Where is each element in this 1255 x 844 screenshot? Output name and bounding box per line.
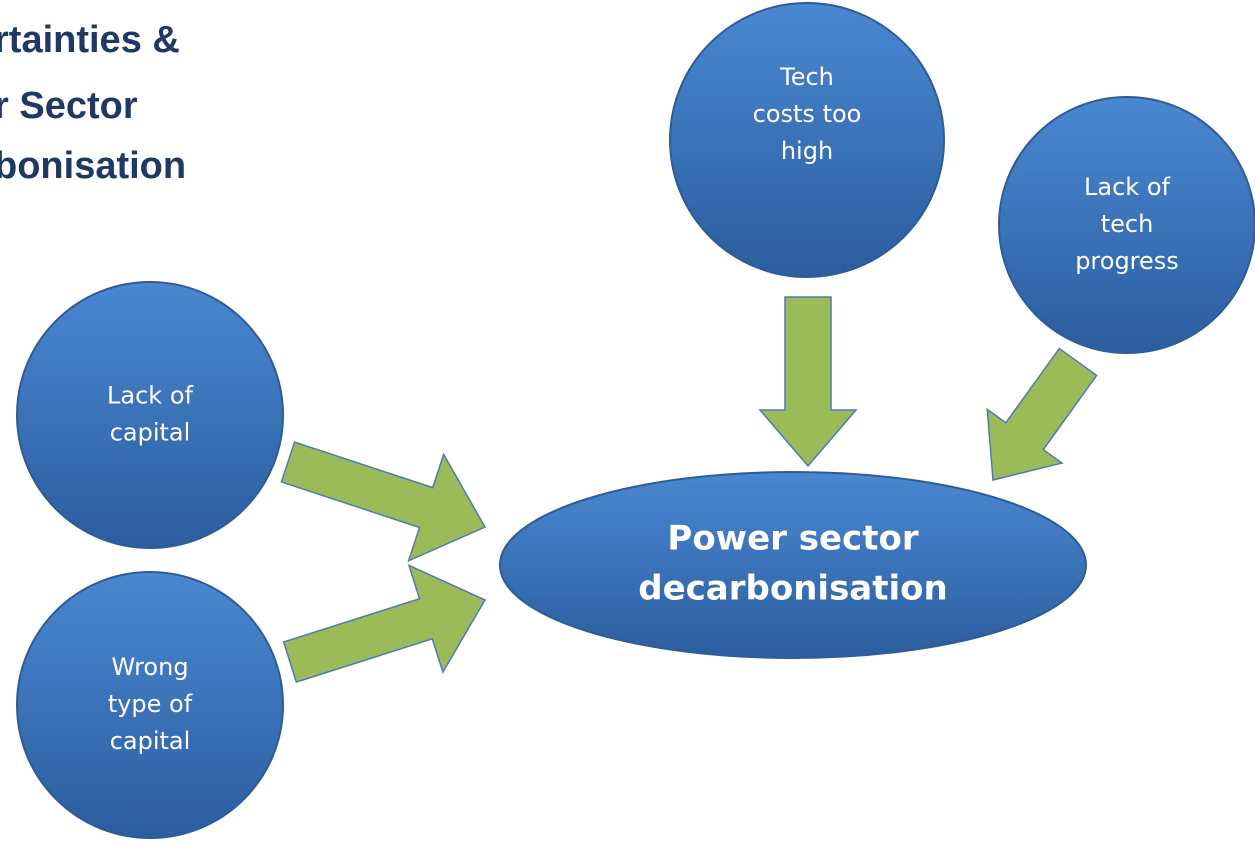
node-label: decarbonisation bbox=[638, 569, 947, 609]
title-line: rtainties & bbox=[0, 19, 180, 61]
node-label: tech bbox=[1101, 210, 1154, 238]
node-label: capital bbox=[110, 419, 191, 447]
node bbox=[16, 281, 284, 549]
arrow bbox=[986, 347, 1098, 481]
arrow bbox=[282, 564, 487, 683]
node-label: progress bbox=[1075, 247, 1179, 275]
node bbox=[16, 571, 284, 839]
arrow bbox=[758, 296, 858, 468]
node bbox=[998, 96, 1255, 354]
node bbox=[499, 471, 1087, 659]
node-label: type of bbox=[108, 690, 193, 718]
node-label: Tech bbox=[779, 63, 834, 91]
node-label: high bbox=[781, 137, 833, 165]
nodes: Lack of capital Wrong type of capital Tech cos… bbox=[16, 2, 1255, 839]
title-line: r Sector bbox=[0, 85, 138, 127]
node-label: Lack of bbox=[107, 382, 193, 410]
node-label: Lack of bbox=[1084, 173, 1170, 201]
node-label: Wrong bbox=[111, 653, 188, 681]
node-label: costs too bbox=[753, 100, 862, 128]
node-label: capital bbox=[110, 727, 191, 755]
title-line: bonisation bbox=[0, 145, 186, 187]
node bbox=[669, 2, 945, 278]
arrows bbox=[280, 296, 1098, 683]
node-label: Power sector bbox=[667, 519, 918, 559]
arrow bbox=[280, 441, 487, 563]
